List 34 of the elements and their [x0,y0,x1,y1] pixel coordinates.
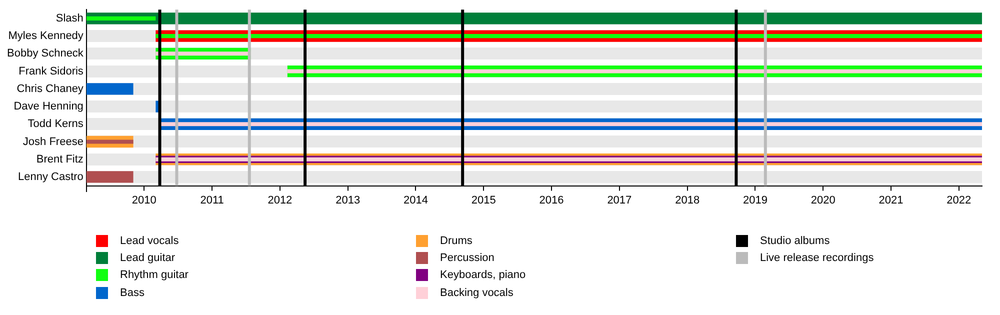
x-tick-label: 2022 [946,194,972,206]
y-tick-label: Josh Freese [22,136,84,148]
x-tick-label: 2016 [539,194,564,206]
x-tick-label: 2018 [675,194,700,206]
y-tick-label: Bobby Schneck [7,48,84,60]
x-tick-label: 2021 [878,194,904,206]
y-tick-label: Todd Kerns [28,118,84,130]
y-tick-label: Myles Kennedy [8,30,84,42]
x-tick-label: 2010 [132,194,156,206]
y-tick-label: Dave Henning [14,100,84,113]
x-tick-label: 2015 [471,194,496,206]
y-tick-label: Slash [56,12,84,24]
legend-label: Rhythm guitar [120,269,188,282]
x-tick-label: 2017 [607,194,632,206]
legend-label: Keyboards, piano [440,269,526,282]
legend-label: Drums [440,234,472,247]
x-tick-label: 2020 [810,194,836,206]
y-tick-label: Chris Chaney [16,82,84,95]
y-tick-label: Brent Fitz [36,153,84,166]
legend-label: Lead guitar [120,252,176,264]
y-tick-label: Frank Sidoris [18,65,84,78]
bar [86,83,134,95]
legend-label: Lead vocals [120,234,179,247]
x-tick-label: 2011 [200,194,224,206]
legend-label: Live release recordings [760,252,874,264]
legend-label: Percussion [440,252,494,264]
x-tick-label: 2014 [403,194,428,206]
x-tick-label: 2019 [742,194,768,206]
x-tick-label: 2012 [268,194,292,206]
y-tick-label: Lenny Castro [18,171,84,184]
x-tick-label: 2013 [336,194,360,206]
legend-label: Backing vocals [440,286,514,299]
legend-label: Studio albums [760,234,830,247]
legend-label: Bass [120,286,144,299]
